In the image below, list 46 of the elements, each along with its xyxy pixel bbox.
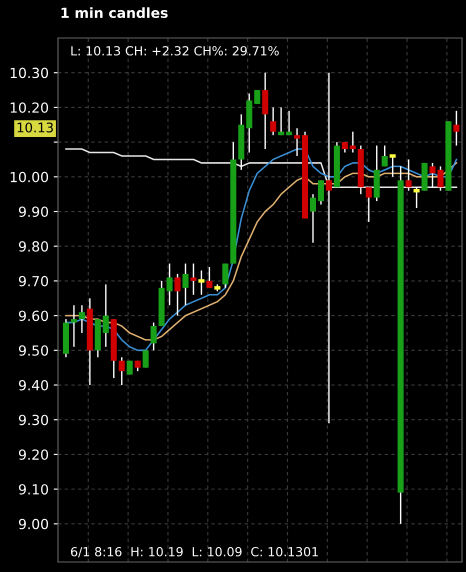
candlestick (382, 144, 388, 168)
y-tick-label: 9.30 (18, 414, 48, 426)
candlestick (126, 360, 133, 376)
candlestick (102, 284, 109, 348)
y-tick-label: 10.00 (10, 172, 48, 182)
candlestick (166, 262, 173, 306)
y-tick-label: 9.10 (18, 484, 48, 495)
candlestick (78, 304, 85, 334)
annotation: 6/1 8:16 H: 10.19 L: 10.09 C: 10.1301 (70, 546, 318, 558)
y-tick-label: 9.40 (18, 380, 48, 390)
candlestick (437, 166, 444, 192)
y-tick-label: 9.20 (18, 449, 48, 460)
y-tick-label: 9.80 (18, 241, 48, 252)
y-tick-label: 10.30 (10, 68, 48, 78)
y-tick-label: 9.00 (18, 518, 48, 530)
candlestick (350, 131, 356, 154)
y-tick-label: 10.20 (10, 102, 48, 113)
candlestick (278, 106, 284, 136)
candlestick (294, 128, 300, 157)
candlestick (406, 158, 412, 192)
candlestick (118, 356, 125, 386)
chart-title: 1 min candles (62, 7, 168, 18)
candlestick (310, 193, 316, 244)
candlestick (318, 180, 324, 206)
candlestick (206, 266, 212, 289)
candlestick (134, 360, 141, 372)
candlestick (70, 304, 77, 348)
candlestick (414, 186, 420, 209)
candlestick (453, 110, 460, 146)
candlestick (182, 262, 189, 306)
text: 10.13 (18, 122, 53, 132)
annotation: L: 10.13 CH: +2.32 CH%: 29.71% (71, 46, 279, 56)
candlestick (174, 273, 181, 316)
candlestick (198, 270, 204, 296)
candlestick (342, 141, 348, 154)
candlestick (190, 262, 196, 296)
candlestick (429, 162, 436, 188)
candlestick (286, 110, 292, 136)
y-tick-label: 9.60 (18, 310, 48, 322)
candlestick (150, 322, 157, 352)
y-tick-label: 9.50 (18, 345, 48, 356)
candlestick (222, 262, 228, 289)
candlestick (270, 106, 276, 136)
candlestick (366, 186, 372, 223)
y-tick-label: 9.90 (18, 206, 48, 217)
y-tick-label: 9.70 (18, 276, 48, 286)
